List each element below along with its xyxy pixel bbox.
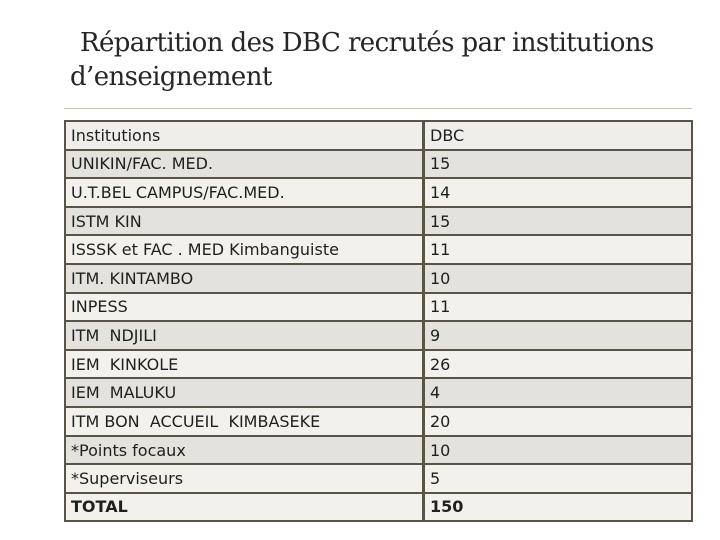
dbc-count-cell: 5 xyxy=(425,465,691,494)
dbc-count-cell: 15 xyxy=(425,207,691,237)
table-header-row: Institutions DBC xyxy=(66,122,691,151)
table-row: ITM BON ACCUEIL KIMBASEKE 20 xyxy=(66,408,691,437)
institution-cell: *Superviseurs xyxy=(66,465,425,494)
institution-cell: IEM KINKOLE xyxy=(66,350,425,380)
table-row: *Points focaux 10 xyxy=(66,436,691,466)
dbc-count-cell: 10 xyxy=(425,265,691,294)
institution-cell: ISTM KIN xyxy=(66,207,425,237)
dbc-count-cell: 11 xyxy=(425,236,691,266)
dbc-count-cell: 9 xyxy=(425,322,691,351)
institution-cell: ISSSK et FAC . MED Kimbanguiste xyxy=(66,236,425,266)
institution-cell: ITM. KINTAMBO xyxy=(66,265,425,294)
dbc-count-cell: 4 xyxy=(425,379,691,409)
table-total-row: TOTAL 150 xyxy=(66,493,691,520)
table-row: INPESS 11 xyxy=(66,293,691,323)
table-row: ITM. KINTAMBO 10 xyxy=(66,265,691,294)
dbc-count-cell: 11 xyxy=(425,293,691,323)
institution-cell: IEM MALUKU xyxy=(66,379,425,409)
institution-cell: ITM BON ACCUEIL KIMBASEKE xyxy=(66,408,425,437)
column-header-institutions: Institutions xyxy=(66,122,425,151)
title-line-2: d’enseignement xyxy=(70,62,272,92)
title-line-1: Répartition des DBC recrutés par institu… xyxy=(80,28,654,58)
dbc-count-cell: 15 xyxy=(425,150,691,180)
institution-cell: UNIKIN/FAC. MED. xyxy=(66,150,425,180)
table-row: ISTM KIN 15 xyxy=(66,207,691,237)
dbc-count-cell: 14 xyxy=(425,179,691,208)
dbc-count-cell: 150 xyxy=(425,493,691,520)
table-row: ITM NDJILI 9 xyxy=(66,322,691,351)
institution-cell: INPESS xyxy=(66,293,425,323)
institution-cell: TOTAL xyxy=(66,493,425,520)
page-title: Répartition des DBC recrutés par institu… xyxy=(70,26,690,94)
table-row: ISSSK et FAC . MED Kimbanguiste 11 xyxy=(66,236,691,266)
table-row: IEM MALUKU 4 xyxy=(66,379,691,409)
column-header-dbc: DBC xyxy=(425,122,691,151)
dbc-count-cell: 10 xyxy=(425,436,691,466)
table-row: UNIKIN/FAC. MED. 15 xyxy=(66,150,691,180)
institution-cell: U.T.BEL CAMPUS/FAC.MED. xyxy=(66,179,425,208)
dbc-count-cell: 20 xyxy=(425,408,691,437)
table-row: *Superviseurs 5 xyxy=(66,465,691,494)
dbc-table: Institutions DBC UNIKIN/FAC. MED. 15 U.T.B… xyxy=(66,122,691,520)
dbc-count-cell: 26 xyxy=(425,350,691,380)
dbc-table-frame: Institutions DBC UNIKIN/FAC. MED. 15 U.T.B… xyxy=(64,120,693,522)
title-divider xyxy=(64,108,692,109)
institution-cell: *Points focaux xyxy=(66,436,425,466)
table-row: IEM KINKOLE 26 xyxy=(66,350,691,380)
table-row: U.T.BEL CAMPUS/FAC.MED. 14 xyxy=(66,179,691,208)
institution-cell: ITM NDJILI xyxy=(66,322,425,351)
